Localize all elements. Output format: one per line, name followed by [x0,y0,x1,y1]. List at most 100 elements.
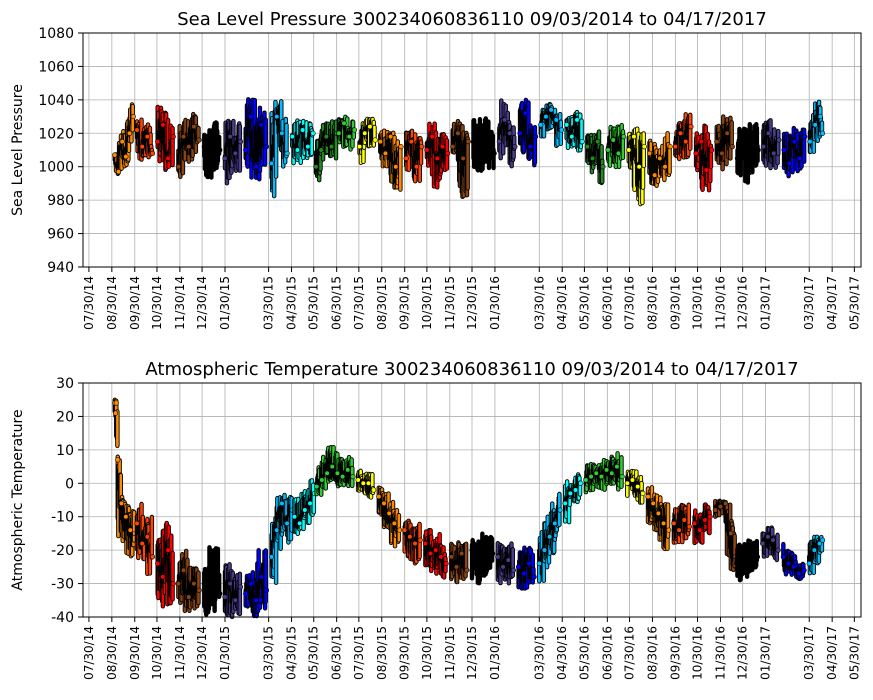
atmospheric-temperature-point [806,560,812,567]
sea-level-pressure-series-1 [134,117,156,162]
sea-level-pressure-xtick-label: 10/30/14 [150,276,164,330]
sea-level-pressure-point [486,144,492,150]
sea-level-pressure-point [517,130,523,136]
atmospheric-temperature-xtick-label: 12/30/15 [465,626,479,680]
sea-level-pressure-xtick-label: 04/30/16 [555,276,569,330]
sea-level-pressure-title: Sea Level Pressure 300234060836110 09/03… [177,9,767,30]
atmospheric-temperature-point [681,517,687,523]
sea-level-pressure-point [351,127,358,133]
sea-level-pressure-point [657,155,663,161]
atmospheric-temperature-ytick-label: -10 [51,510,74,526]
sea-level-pressure-series-11 [356,116,378,165]
sea-level-pressure-point [740,139,746,145]
sea-level-pressure-series-14 [424,121,451,190]
sea-level-pressure-point [719,150,725,156]
sea-level-pressure-point [450,144,456,150]
atmospheric-temperature-point [365,480,372,486]
sea-level-pressure-point [377,139,383,145]
sea-level-pressure-point [605,147,611,153]
atmospheric-temperature-point [407,534,413,540]
atmospheric-temperature-ytick-label: 30 [56,376,74,392]
sea-level-pressure-xtick-label: 04/30/17 [825,276,839,330]
atmospheric-temperature-point [474,560,480,567]
atmospheric-temperature-point [284,520,290,527]
sea-level-pressure-point [589,155,596,161]
sea-level-pressure-xtick-label: 01/30/16 [488,276,502,330]
sea-level-pressure-series-19 [538,101,565,149]
sea-level-pressure-point [263,144,270,150]
sea-level-pressure-point [289,134,295,140]
atmospheric-temperature-point [149,554,156,560]
atmospheric-temperature-point [697,527,703,533]
atmospheric-temperature-xtick-label: 07/30/14 [82,626,96,680]
sea-level-pressure-series-12 [377,128,404,192]
atmospheric-temperature-point [232,597,238,603]
atmospheric-temperature-point [118,500,125,506]
atmospheric-temperature-point [319,477,325,483]
sea-level-pressure-point [460,155,466,161]
atmospheric-temperature-series-25 [712,498,738,573]
atmospheric-temperature-point [801,567,807,573]
atmospheric-temperature-point [324,470,330,476]
sea-level-pressure-point [180,134,187,140]
atmospheric-temperature-point [505,557,511,563]
sea-level-pressure-series-2 [155,104,176,173]
atmospheric-temperature-point [686,524,693,530]
atmospheric-temperature-point [791,564,797,570]
atmospheric-temperature-point [816,540,823,547]
sea-level-pressure-ytick-label: 1080 [38,26,74,42]
atmospheric-temperature-point [655,510,661,516]
sea-level-pressure-point [543,113,549,120]
sea-level-pressure-xtick-label: 05/30/17 [847,276,861,330]
sea-level-pressure-point [310,130,316,136]
sea-level-pressure-series-24 [646,131,673,188]
sea-level-pressure-series-10 [336,114,358,152]
sea-level-pressure-point [621,134,627,140]
sea-level-pressure-point [548,107,554,113]
sea-level-pressure-series-20 [564,109,585,153]
atmospheric-temperature-series-4 [201,545,223,617]
sea-level-pressure-point [248,113,254,120]
sea-level-pressure-point [175,164,182,170]
sea-level-pressure-point [709,147,715,153]
sea-level-pressure-plot-area [112,97,826,207]
atmospheric-temperature-point [144,534,150,540]
sea-level-pressure-point [760,144,766,150]
sea-level-pressure-xtick-label: 10/30/16 [691,276,705,330]
atmospheric-temperature-point [222,594,228,600]
atmospheric-temperature-point [206,594,213,600]
atmospheric-temperature-point [381,500,387,506]
atmospheric-temperature-point [355,477,361,483]
sea-level-pressure-point [115,169,122,175]
atmospheric-temperature-point [339,474,346,480]
atmospheric-temperature-point [739,554,745,560]
sea-level-pressure-ytick-label: 940 [47,260,74,276]
atmospheric-temperature-xtick-label: 12/30/16 [736,626,750,680]
atmospheric-temperature-point [201,580,207,587]
sea-level-pressure-point [227,134,233,140]
sea-level-pressure-point [646,150,653,156]
sea-level-pressure-series-0 [112,102,136,176]
sea-level-pressure-point [533,134,539,140]
atmospheric-temperature-point [115,457,121,463]
sea-level-pressure-point [734,155,741,161]
sea-level-pressure-point [672,144,678,150]
atmospheric-temperature-point [175,580,182,587]
sea-level-pressure-point [807,139,813,145]
sea-level-pressure-series-30 [781,125,808,179]
atmospheric-temperature-series-23 [671,502,693,545]
atmospheric-temperature-point [212,574,218,580]
atmospheric-temperature-point [112,410,119,416]
atmospheric-temperature-point [614,463,620,470]
sea-level-pressure-point [284,150,290,156]
sea-level-pressure-xtick-label: 11/30/16 [713,276,727,330]
atmospheric-temperature-series-13 [422,527,449,580]
sea-level-pressure-point [677,130,684,136]
atmospheric-temperature-xtick-label: 07/30/16 [623,626,637,680]
sea-level-pressure-xtick-label: 12/30/15 [465,276,479,330]
sea-level-pressure-point [408,139,414,145]
atmospheric-temperature-series-20 [583,451,625,495]
atmospheric-temperature-point [557,507,563,513]
sea-level-pressure-point [553,117,559,123]
atmospheric-temperature-point [274,527,280,533]
